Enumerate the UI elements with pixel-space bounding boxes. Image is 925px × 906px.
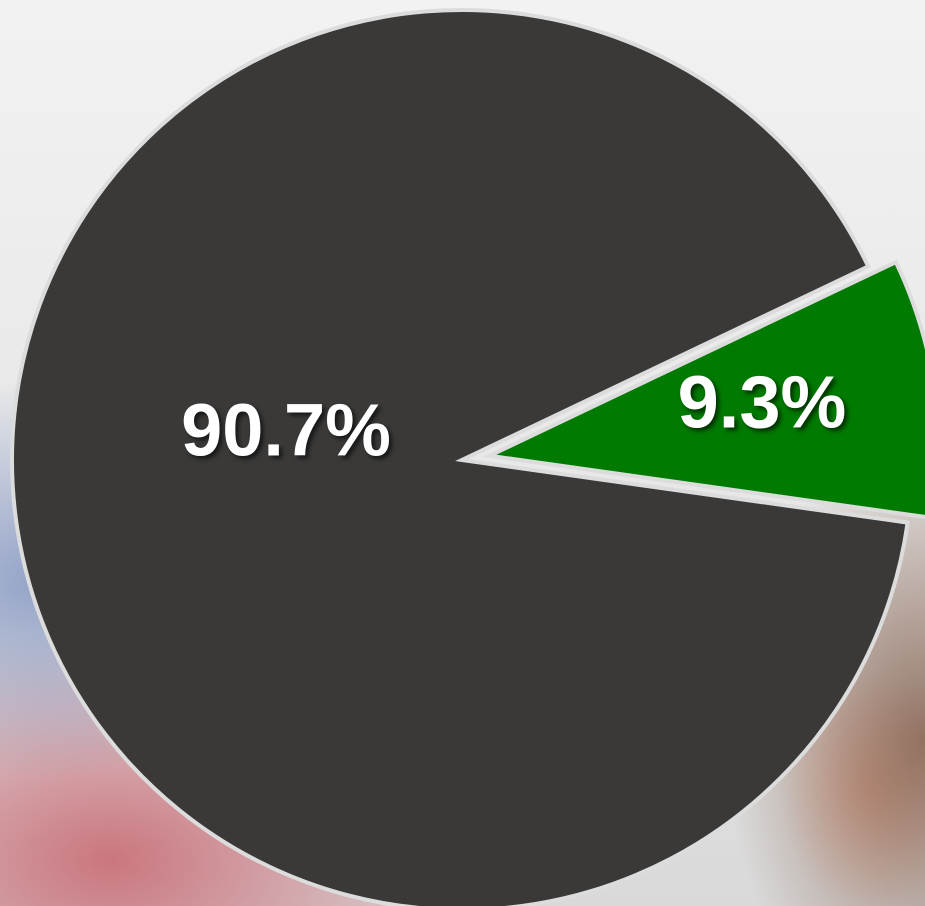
data-label: 90.7% [181,389,391,472]
pie-slice [10,8,910,906]
pie-slice [482,259,925,519]
data-label: 9.3% [678,361,847,444]
